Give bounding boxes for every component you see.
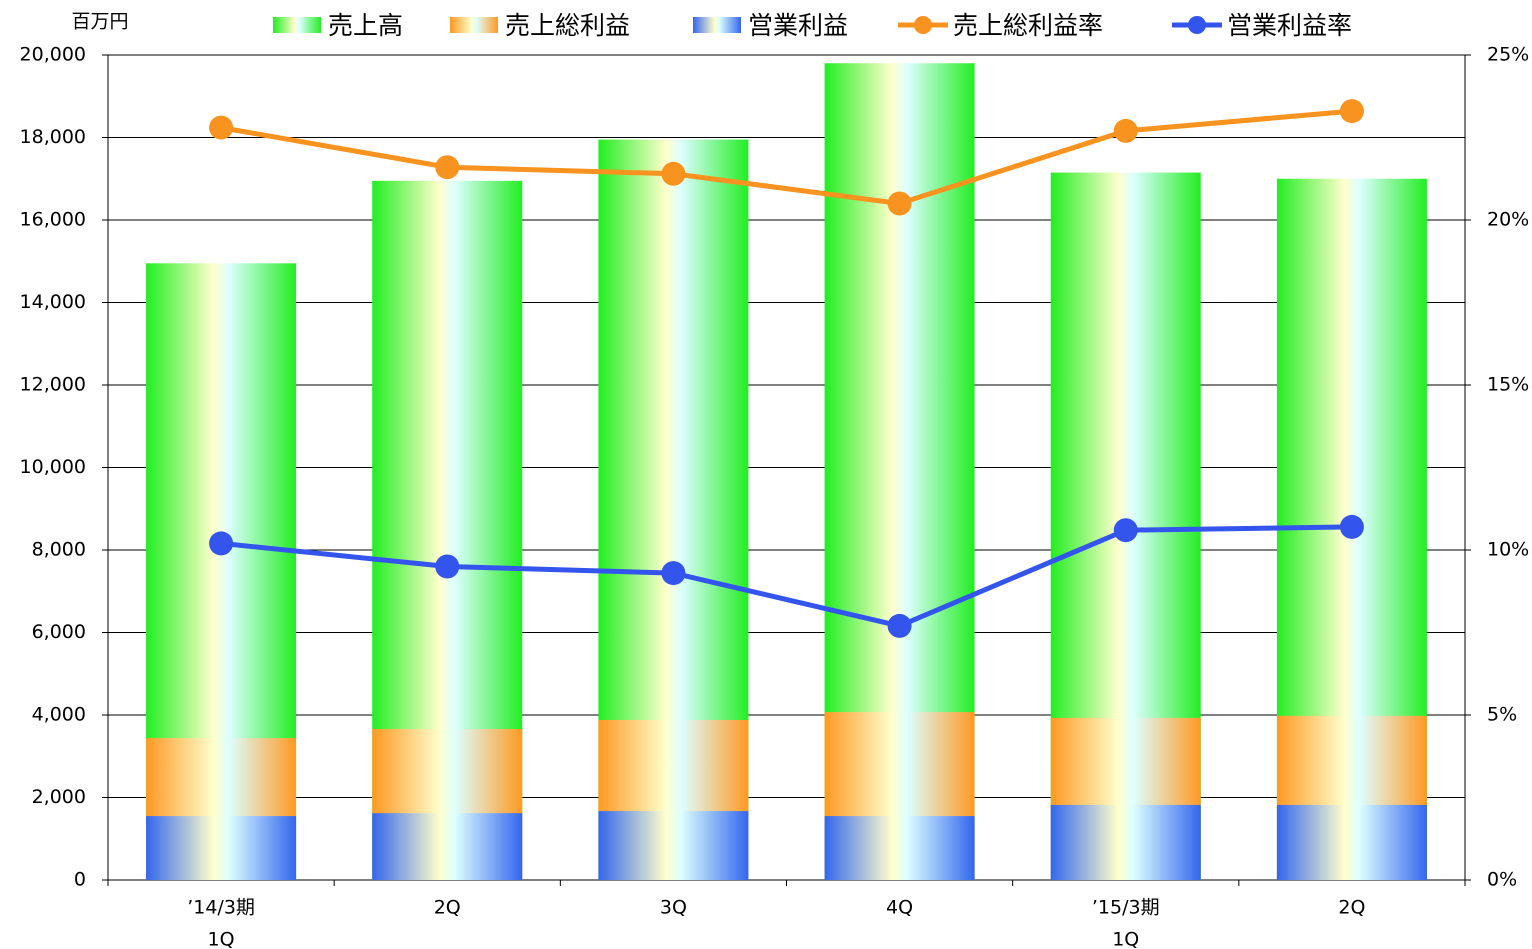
y2-tick-label: 25% xyxy=(1487,44,1529,66)
bar xyxy=(1050,804,1201,880)
line xyxy=(220,108,1353,207)
y2-tick-label: 10% xyxy=(1487,539,1529,561)
y-tick-label: 20,000 xyxy=(20,44,86,66)
legend-swatch xyxy=(693,17,741,33)
y-tick-label: 14,000 xyxy=(20,291,86,313)
line-point xyxy=(1339,99,1364,124)
x-tick-label: 2Q xyxy=(434,897,461,919)
y-tick-label: 2,000 xyxy=(32,786,86,808)
legend-swatch xyxy=(914,16,932,34)
x-tick-label: ’14/3期 xyxy=(187,897,255,919)
line xyxy=(220,524,1352,629)
x-tick-label: 1Q xyxy=(1112,929,1139,949)
bar xyxy=(146,816,297,880)
legend-label: 売上高 xyxy=(328,11,403,40)
line-point xyxy=(1113,518,1138,543)
x-tick-label: 4Q xyxy=(886,897,913,919)
line-point xyxy=(209,115,234,140)
legend-swatch xyxy=(450,17,498,33)
line-point xyxy=(435,155,460,180)
line-point xyxy=(435,554,460,579)
line-point xyxy=(1339,514,1364,539)
y-tick-label: 10,000 xyxy=(20,456,86,478)
x-tick-label: 1Q xyxy=(208,929,235,949)
x-tick-label: 3Q xyxy=(660,897,687,919)
y2-tick-label: 20% xyxy=(1487,209,1529,231)
bar xyxy=(372,813,523,880)
line-point xyxy=(209,531,234,556)
line-point xyxy=(661,561,686,586)
legend-label: 売上総利益 xyxy=(505,11,630,40)
legend-swatch xyxy=(273,17,321,33)
y-tick-label: 8,000 xyxy=(32,539,86,561)
legend-label: 営業利益 xyxy=(748,11,848,40)
x-tick-label: ’15/3期 xyxy=(1092,897,1160,919)
legend-label: 売上総利益率 xyxy=(953,11,1103,40)
bar xyxy=(824,816,975,880)
y-tick-label: 0 xyxy=(74,869,86,891)
bar xyxy=(598,811,749,880)
legend-swatch xyxy=(1188,16,1206,34)
y-tick-label: 4,000 xyxy=(32,704,86,726)
line-point xyxy=(887,191,912,216)
y2-tick-label: 15% xyxy=(1487,374,1529,396)
y2-tick-label: 5% xyxy=(1487,704,1517,726)
line-point xyxy=(661,161,686,186)
y-tick-label: 16,000 xyxy=(20,209,86,231)
legend-label: 営業利益率 xyxy=(1227,11,1352,40)
y-tick-label: 12,000 xyxy=(20,374,86,396)
x-tick-label: 2Q xyxy=(1338,897,1365,919)
y2-tick-label: 0% xyxy=(1487,869,1517,891)
y-tick-label: 18,000 xyxy=(20,126,86,148)
line-point xyxy=(1113,118,1138,143)
unit-label: 百万円 xyxy=(71,11,128,33)
y-tick-label: 6,000 xyxy=(32,621,86,643)
line-point xyxy=(887,613,912,638)
bar xyxy=(1276,804,1427,880)
